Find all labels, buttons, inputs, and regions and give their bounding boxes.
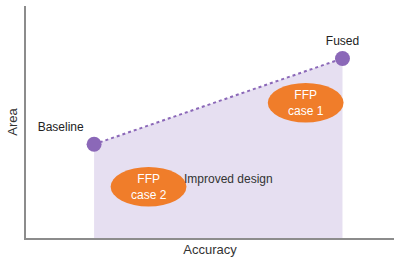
svg-text:Area: Area: [5, 108, 20, 136]
svg-text:FFPcase 2: FFPcase 2: [131, 172, 167, 202]
svg-text:Accuracy: Accuracy: [183, 242, 237, 257]
svg-text:Improved design: Improved design: [184, 172, 273, 186]
svg-text:Baseline: Baseline: [38, 120, 84, 134]
svg-text:Fused: Fused: [326, 34, 359, 48]
svg-text:FFPcase 1: FFPcase 1: [288, 88, 324, 118]
